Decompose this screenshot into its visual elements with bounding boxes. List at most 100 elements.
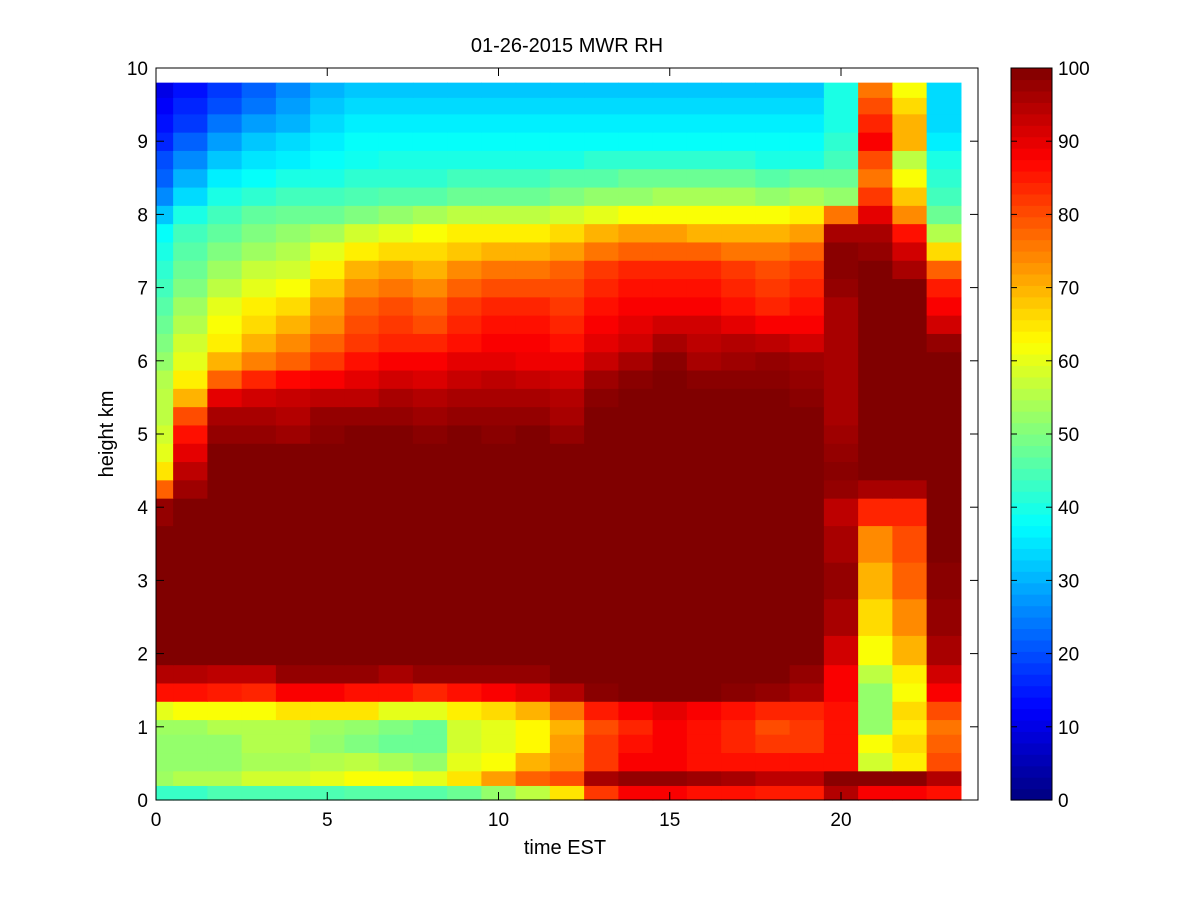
heatmap-cell (275, 186, 311, 206)
colorbar-strip (1011, 639, 1052, 652)
heatmap-cell (344, 97, 380, 115)
heatmap-cell (344, 719, 380, 735)
heatmap-cell (721, 664, 756, 684)
colorbar-strip (1011, 90, 1052, 103)
heatmap-cell (241, 598, 277, 636)
heatmap-cell (275, 770, 311, 786)
y-tick-label: 0 (137, 791, 148, 812)
heatmap-cell (481, 406, 517, 426)
colorbar-strip (1011, 536, 1052, 549)
heatmap-cell (549, 752, 585, 772)
heatmap-cell (823, 598, 859, 636)
heatmap-cell (721, 701, 756, 721)
colorbar-strip (1011, 376, 1052, 389)
heatmap-cell (310, 241, 345, 261)
heatmap-cell (686, 770, 722, 786)
heatmap-cell (310, 498, 345, 527)
colorbar-strip (1011, 605, 1052, 618)
heatmap-cell (207, 682, 243, 702)
heatmap-cell (173, 369, 208, 389)
heatmap-cell (310, 333, 345, 353)
heatmap-cell (241, 388, 277, 408)
heatmap-cell (926, 498, 962, 527)
heatmap-cell (241, 82, 277, 98)
heatmap-cell (823, 168, 859, 188)
heatmap-cell (310, 186, 345, 206)
heatmap-cell (378, 598, 414, 636)
heatmap-cell (207, 278, 243, 298)
heatmap-cell (310, 278, 345, 298)
heatmap-cell (686, 479, 722, 499)
heatmap-cell (515, 369, 551, 389)
heatmap-cell (378, 525, 414, 563)
heatmap-cell (652, 635, 688, 666)
heatmap-cell (549, 241, 585, 261)
heatmap-cell (858, 479, 893, 499)
heatmap-cell (789, 562, 825, 600)
heatmap-cell (207, 443, 243, 463)
heatmap-cell (755, 369, 791, 389)
heatmap-cell (755, 719, 791, 735)
heatmap-cell (207, 113, 243, 133)
heatmap-cell (926, 461, 962, 481)
heatmap-cell (721, 479, 756, 499)
heatmap-cell (686, 223, 722, 243)
heatmap-cell (344, 598, 380, 636)
heatmap-cell (789, 664, 825, 684)
heatmap-cell (412, 333, 448, 353)
heatmap-cell (652, 479, 688, 499)
heatmap-cell (481, 525, 517, 563)
heatmap-cell (618, 97, 654, 115)
heatmap-cell (549, 785, 585, 801)
heatmap-cell (207, 635, 243, 666)
heatmap-cell (447, 498, 482, 527)
heatmap-cell (858, 333, 893, 353)
heatmap-cell (926, 132, 962, 151)
heatmap-cell (310, 296, 345, 316)
heatmap-cell (481, 168, 517, 188)
heatmap-cell (156, 205, 174, 225)
colorbar-strip (1011, 411, 1052, 424)
heatmap-cell (412, 461, 448, 481)
heatmap-cell (344, 369, 380, 389)
heatmap-cell (156, 97, 174, 115)
heatmap-cell (447, 369, 482, 389)
heatmap-cell (789, 132, 825, 151)
heatmap-cell (858, 598, 893, 636)
heatmap-cell (207, 315, 243, 334)
colorbar-gradient (1011, 68, 1052, 801)
heatmap-cell (618, 598, 654, 636)
heatmap-cell (515, 785, 551, 801)
heatmap-cell (173, 562, 208, 600)
heatmap-cell (412, 369, 448, 389)
heatmap-cell (549, 734, 585, 754)
y-tick-label: 3 (137, 571, 148, 592)
heatmap-cell (926, 734, 962, 754)
heatmap-cell (515, 682, 551, 702)
heatmap-cell (652, 562, 688, 600)
heatmap-cell (515, 525, 551, 563)
heatmap-cell (241, 525, 277, 563)
heatmap-cell (618, 186, 654, 206)
heatmap-cell (515, 424, 551, 444)
heatmap-cell (549, 82, 585, 98)
heatmap-cell (241, 241, 277, 261)
heatmap-cell (481, 351, 517, 371)
heatmap-cell (344, 132, 380, 151)
heatmap-cell (481, 150, 517, 170)
heatmap-cell (344, 315, 380, 334)
colorbar-strip (1011, 479, 1052, 492)
heatmap-cell (378, 241, 414, 261)
heatmap-cell (858, 525, 893, 563)
heatmap-cell (275, 205, 311, 225)
heatmap-cell (721, 168, 756, 188)
heatmap-cell (378, 785, 414, 801)
colorbar-strip (1011, 273, 1052, 286)
heatmap-cell (549, 351, 585, 371)
colorbar-strip (1011, 388, 1052, 401)
heatmap-cell (481, 132, 517, 151)
heatmap-cell (858, 406, 893, 426)
colorbar-strip (1011, 502, 1052, 515)
heatmap-cell (481, 296, 517, 316)
heatmap-cell (412, 150, 448, 170)
